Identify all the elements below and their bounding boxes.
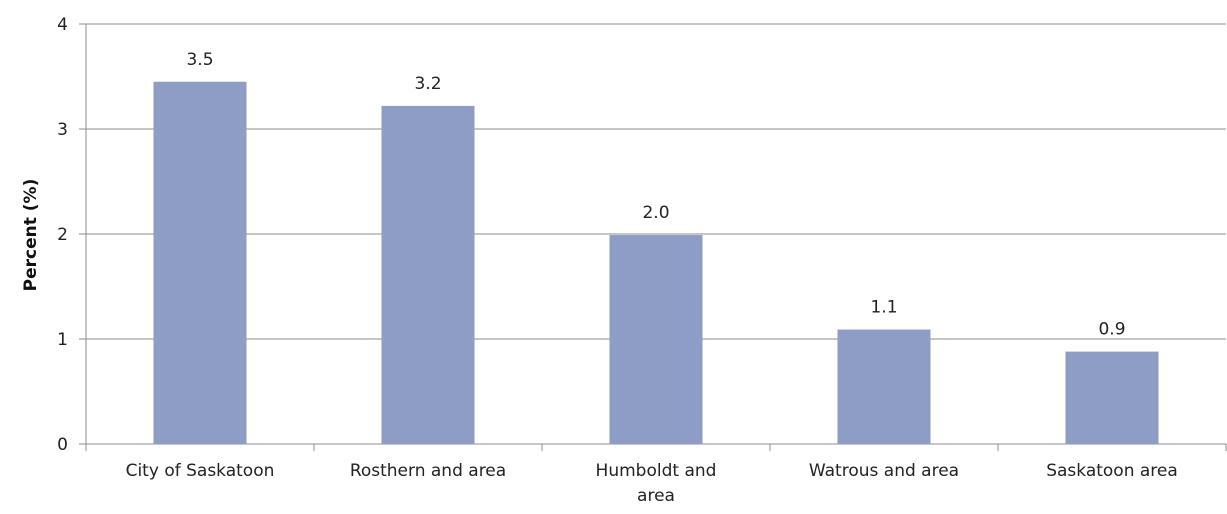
y-axis-title: Percent (%) (21, 179, 41, 292)
data-labels: 3.5 3.2 2.0 1.1 0.9 (186, 50, 1125, 340)
bar-2 (381, 105, 475, 445)
data-label-4: 1.1 (870, 298, 897, 318)
y-tick-label: 3 (57, 120, 68, 140)
x-tick-label-3: Humboldt and (596, 461, 717, 481)
x-tick-label-5: Saskatoon area (1046, 461, 1178, 481)
y-tick-label: 1 (57, 330, 68, 350)
x-tick-label-2: Rosthern and area (350, 461, 506, 481)
data-label-3: 2.0 (642, 203, 669, 223)
x-tick-label-4: Watrous and area (809, 461, 959, 481)
x-tick-labels: City of Saskatoon Rosthern and area Humbol… (126, 461, 1178, 506)
bar-1 (153, 81, 247, 444)
data-label-5: 0.9 (1098, 320, 1125, 340)
data-label-2: 3.2 (414, 74, 441, 94)
y-tick-label: 2 (57, 225, 68, 245)
x-tick-label-3: area (637, 486, 675, 506)
bar-3 (609, 235, 703, 444)
data-label-1: 3.5 (186, 50, 213, 70)
y-tick-label: 4 (57, 15, 68, 35)
x-tick-label-1: City of Saskatoon (126, 461, 275, 481)
bar-5 (1065, 351, 1159, 444)
bar-4 (837, 329, 931, 444)
y-tick-labels: 0 1 2 3 4 (57, 15, 68, 455)
y-tick-label: 0 (57, 435, 68, 455)
bars (153, 81, 1159, 445)
